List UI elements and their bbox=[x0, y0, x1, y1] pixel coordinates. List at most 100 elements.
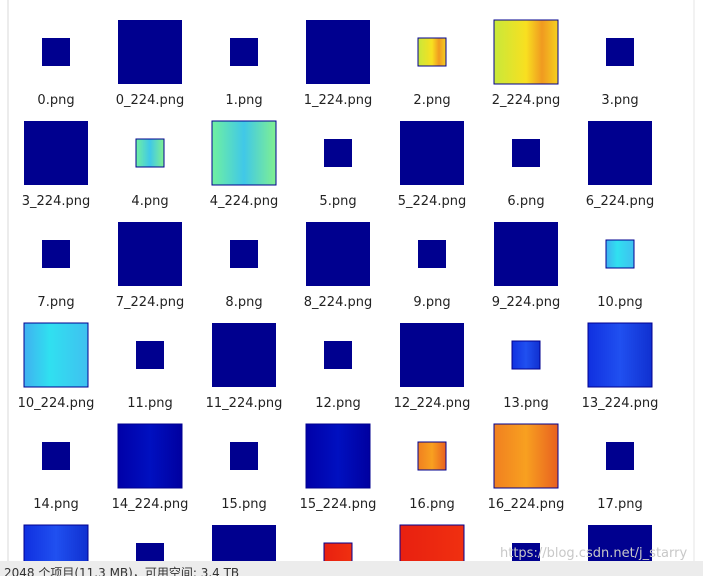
file-item[interactable]: 1.png bbox=[225, 38, 263, 108]
file-item[interactable]: 1_224.png bbox=[304, 20, 372, 108]
thumbnail bbox=[211, 120, 277, 186]
file-name: 7_224.png bbox=[116, 295, 184, 310]
file-item[interactable]: 10_224.png bbox=[18, 322, 95, 411]
file-name: 8.png bbox=[225, 295, 262, 310]
thumbnail bbox=[494, 222, 558, 286]
file-item[interactable]: 15.png bbox=[221, 442, 267, 512]
file-name: 5_224.png bbox=[398, 194, 466, 209]
file-name: 4.png bbox=[131, 194, 168, 209]
file-name: 16_224.png bbox=[488, 497, 565, 512]
thumbnail bbox=[42, 442, 70, 470]
thumbnail bbox=[212, 323, 276, 387]
file-item[interactable]: 4_224.png bbox=[210, 120, 278, 209]
file-item[interactable]: 13_224.png bbox=[582, 322, 659, 411]
status-text: 2048 个项目(11.3 MB)，可用空间: 3.4 TB bbox=[4, 566, 239, 576]
file-item[interactable]: 8.png bbox=[225, 240, 263, 310]
thumbnail bbox=[417, 37, 447, 67]
watermark: https://blog.csdn.net/j_starry bbox=[500, 546, 687, 561]
thumbnail bbox=[305, 423, 371, 489]
thumbnail bbox=[230, 442, 258, 470]
thumbnail bbox=[511, 340, 541, 370]
file-item[interactable]: 14.png bbox=[33, 442, 79, 512]
file-name: 17.png bbox=[597, 497, 642, 512]
file-item[interactable]: 2_224.png bbox=[492, 19, 560, 108]
file-name: 10_224.png bbox=[18, 396, 95, 411]
file-item[interactable]: 6_224.png bbox=[586, 121, 654, 209]
file-item[interactable]: 5.png bbox=[319, 139, 357, 209]
file-item[interactable]: 7.png bbox=[37, 240, 75, 310]
thumbnail bbox=[605, 239, 635, 269]
file-name: 2_224.png bbox=[492, 93, 560, 108]
file-item[interactable]: 3.png bbox=[601, 38, 639, 108]
file-name: 0.png bbox=[37, 93, 74, 108]
file-name: 11_224.png bbox=[206, 396, 283, 411]
file-item[interactable]: 17.png bbox=[597, 442, 643, 512]
file-name: 13.png bbox=[503, 396, 548, 411]
file-item[interactable]: 16_224.png bbox=[488, 423, 565, 512]
thumbnail bbox=[306, 20, 370, 84]
file-name: 5.png bbox=[319, 194, 356, 209]
file-name: 3.png bbox=[601, 93, 638, 108]
file-item[interactable]: 3_224.png bbox=[22, 121, 90, 209]
thumbnail bbox=[135, 138, 165, 168]
thumbnail bbox=[606, 442, 634, 470]
file-name: 1.png bbox=[225, 93, 262, 108]
thumbnail bbox=[230, 38, 258, 66]
thumbnail bbox=[118, 222, 182, 286]
file-name: 6_224.png bbox=[586, 194, 654, 209]
file-item[interactable]: 14_224.png bbox=[112, 423, 189, 512]
file-item[interactable]: 12.png bbox=[315, 341, 361, 411]
file-item[interactable]: 7_224.png bbox=[116, 222, 184, 310]
file-item[interactable]: 9_224.png bbox=[492, 222, 560, 310]
file-item[interactable]: 11_224.png bbox=[206, 323, 283, 411]
thumbnail bbox=[493, 19, 559, 85]
file-item[interactable]: 6.png bbox=[507, 139, 545, 209]
thumbnail bbox=[324, 341, 352, 369]
file-name: 9_224.png bbox=[492, 295, 560, 310]
icon-grid: 0.png 0_224.png 1.png 1_224.png 2.png 2_224.p… bbox=[18, 19, 659, 576]
thumbnail bbox=[230, 240, 258, 268]
thumbnail bbox=[606, 38, 634, 66]
file-name: 12.png bbox=[315, 396, 360, 411]
status-bar bbox=[0, 561, 703, 576]
file-name: 6.png bbox=[507, 194, 544, 209]
file-name: 3_224.png bbox=[22, 194, 90, 209]
thumbnail bbox=[588, 121, 652, 185]
file-item[interactable]: 10.png bbox=[597, 239, 643, 310]
file-name: 11.png bbox=[127, 396, 172, 411]
file-item[interactable]: 11.png bbox=[127, 341, 173, 411]
file-item[interactable]: 15_224.png bbox=[300, 423, 377, 512]
thumbnail bbox=[42, 38, 70, 66]
thumbnail bbox=[400, 323, 464, 387]
thumbnail bbox=[23, 322, 89, 388]
file-name: 4_224.png bbox=[210, 194, 278, 209]
file-name: 15_224.png bbox=[300, 497, 377, 512]
file-name: 14.png bbox=[33, 497, 78, 512]
file-item[interactable]: 0_224.png bbox=[116, 20, 184, 108]
file-name: 7.png bbox=[37, 295, 74, 310]
file-name: 2.png bbox=[413, 93, 450, 108]
file-name: 12_224.png bbox=[394, 396, 471, 411]
file-item[interactable]: 0.png bbox=[37, 38, 75, 108]
file-name: 13_224.png bbox=[582, 396, 659, 411]
file-item[interactable]: 12_224.png bbox=[394, 323, 471, 411]
file-name: 15.png bbox=[221, 497, 266, 512]
file-name: 10.png bbox=[597, 295, 642, 310]
file-item[interactable]: 2.png bbox=[413, 37, 451, 108]
file-item[interactable]: 13.png bbox=[503, 340, 549, 411]
file-name: 0_224.png bbox=[116, 93, 184, 108]
file-item[interactable]: 4.png bbox=[131, 138, 169, 209]
file-item[interactable]: 9.png bbox=[413, 240, 451, 310]
file-item[interactable]: 16.png bbox=[409, 441, 455, 512]
thumbnail bbox=[42, 240, 70, 268]
thumbnail bbox=[493, 423, 559, 489]
file-name: 8_224.png bbox=[304, 295, 372, 310]
file-name: 9.png bbox=[413, 295, 450, 310]
thumbnail bbox=[418, 240, 446, 268]
file-item[interactable]: 8_224.png bbox=[304, 222, 372, 310]
thumbnail bbox=[400, 121, 464, 185]
file-name: 14_224.png bbox=[112, 497, 189, 512]
thumbnail bbox=[118, 20, 182, 84]
file-item[interactable]: 5_224.png bbox=[398, 121, 466, 209]
